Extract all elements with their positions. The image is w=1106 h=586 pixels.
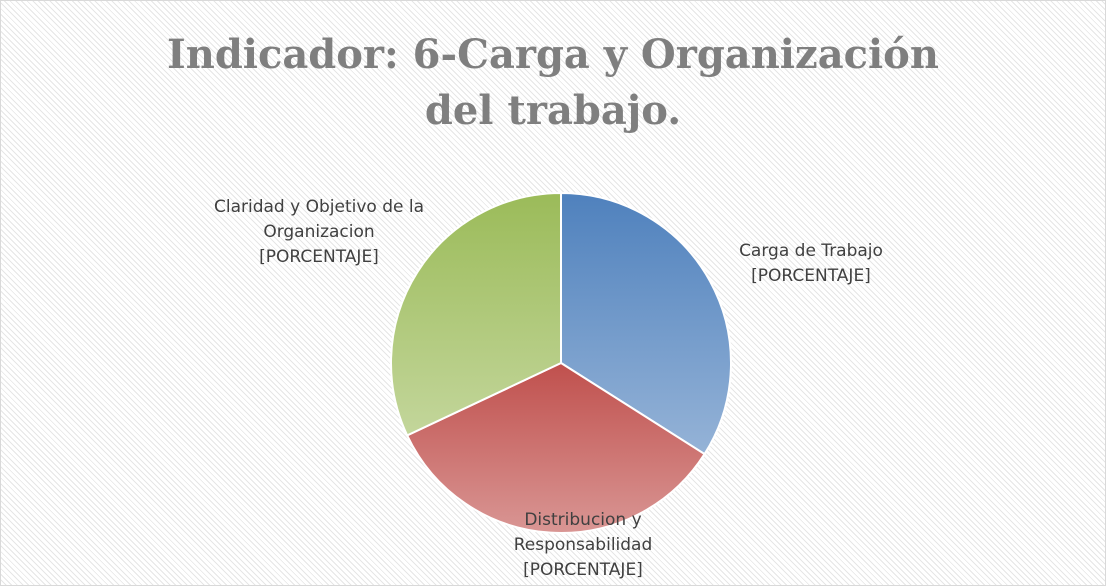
pie-slice [405, 361, 706, 535]
value-label: [PORCENTAJE] [259, 247, 379, 267]
category-label: Claridad y Objetivo de la Organizacion [214, 197, 424, 242]
category-label: Carga de Trabajo [739, 241, 883, 261]
data-label: Carga de Trabajo [PORCENTAJE] [711, 239, 911, 289]
chart-title: Indicador: 6-Carga y Organización del tr… [167, 31, 939, 134]
pie-slice [390, 191, 562, 437]
value-label: [PORCENTAJE] [523, 560, 643, 580]
data-label: Distribucion y Responsabilidad [PORCENTAJ… [483, 508, 683, 583]
data-label: Claridad y Objetivo de la Organizacion [P… [209, 195, 429, 270]
value-label: [PORCENTAJE] [751, 266, 871, 286]
category-label: Distribucion y Responsabilidad [513, 510, 653, 555]
